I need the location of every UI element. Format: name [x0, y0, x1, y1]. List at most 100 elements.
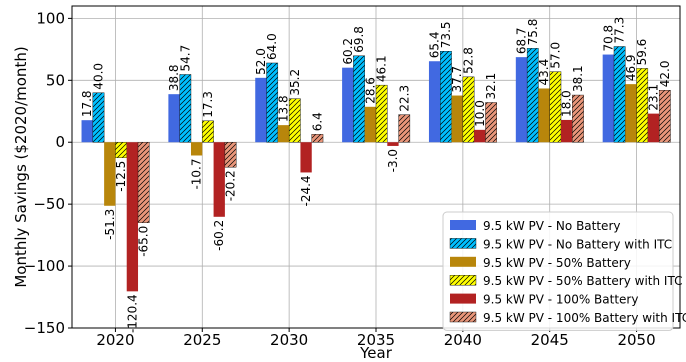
- x-tick-label: 2020: [96, 331, 134, 349]
- bars: [81, 46, 671, 292]
- bar-9-5-kw-pv-100-battery-2040: [474, 129, 486, 143]
- bar-9-5-kw-pv-50-battery-with-itc-2045: [549, 71, 562, 143]
- data-label: 38.1: [571, 65, 585, 92]
- bar-9-5-kw-pv-no-battery-with-itc-2035: [353, 55, 365, 143]
- y-tick-label: 50: [46, 71, 65, 89]
- data-label: 46.9: [624, 54, 638, 81]
- data-label: 46.1: [375, 55, 389, 82]
- data-label: -10.7: [190, 158, 204, 189]
- data-label: 52.8: [462, 47, 476, 74]
- data-label: 60.2: [341, 38, 355, 65]
- data-label: -12.5: [114, 161, 128, 192]
- bar-9-5-kw-pv-no-battery-2040: [428, 61, 441, 143]
- data-label: 57.0: [548, 42, 562, 69]
- y-axis-label: Monthly Savings ($2020/month): [12, 46, 30, 287]
- legend-label: 9.5 kW PV - 50% Battery with ITC: [483, 274, 682, 288]
- bar-9-5-kw-pv-100-battery-2035: [387, 142, 399, 146]
- data-label: 65.4: [428, 32, 442, 59]
- bar-9-5-kw-pv-100-battery-with-itc-2025: [224, 142, 237, 168]
- legend-box: [442, 211, 674, 331]
- bar-9-5-kw-pv-100-battery-with-itc-2050: [658, 90, 671, 143]
- legend-label: 9.5 kW PV - No Battery with ITC: [483, 237, 672, 251]
- bar-9-5-kw-pv-100-battery-with-itc-2035: [398, 114, 411, 143]
- data-label: 22.3: [397, 85, 411, 112]
- legend-label: 9.5 kW PV - 100% Battery with ITC: [483, 311, 686, 325]
- data-label: -24.4: [299, 175, 313, 206]
- data-label: -20.2: [224, 170, 238, 201]
- data-label: 77.3: [613, 17, 627, 44]
- legend-swatch-9-5-kw-pv-no-battery: [450, 220, 476, 230]
- y-tick-label: 0: [55, 133, 65, 151]
- x-axis-ticks: 2020 2025 2030 2035 2040 2045 2050: [96, 328, 656, 349]
- data-labels: 17.840.0 -51.3 -12.5 -120.4 -65.0 38.854.7 -10…: [80, 17, 672, 333]
- data-label: 6.4: [310, 112, 324, 131]
- y-tick-label: 100: [36, 9, 65, 27]
- data-label: 42.0: [658, 60, 672, 87]
- data-label: 75.8: [526, 19, 540, 46]
- data-label: 64.0: [265, 33, 279, 60]
- data-label: 38.8: [167, 64, 181, 91]
- data-label: 68.7: [514, 27, 528, 54]
- x-tick-label: 2035: [357, 331, 395, 349]
- x-tick-label: 2050: [617, 331, 655, 349]
- bar-9-5-kw-pv-no-battery-2020: [81, 120, 93, 143]
- y-axis-ticks: 100 50 0 −50 −100 −150: [24, 9, 72, 337]
- x-tick-label: 2045: [531, 331, 569, 349]
- legend-label: 9.5 kW PV - 100% Battery: [483, 293, 638, 307]
- data-label: 35.2: [288, 69, 302, 96]
- bar-9-5-kw-pv-no-battery-2035: [342, 67, 354, 143]
- data-label: 43.4: [537, 59, 551, 86]
- data-label: 28.6: [363, 77, 377, 104]
- bar-9-5-kw-pv-no-battery-2030: [255, 77, 267, 143]
- data-label: 52.0: [254, 48, 268, 75]
- data-label: 17.8: [80, 90, 94, 117]
- data-label: 18.0: [560, 90, 574, 117]
- data-label: 32.1: [484, 73, 498, 100]
- data-label: -3.0: [386, 149, 400, 172]
- bar-9-5-kw-pv-no-battery-2045: [515, 57, 528, 143]
- bar-9-5-kw-pv-100-battery-with-itc-2045: [572, 94, 584, 143]
- data-label: 59.6: [635, 39, 649, 66]
- bar-9-5-kw-pv-no-battery-with-itc-2030: [266, 62, 279, 143]
- bar-9-5-kw-pv-50-battery-2020: [104, 142, 116, 206]
- data-label: 10.0: [473, 100, 487, 127]
- bar-9-5-kw-pv-no-battery-with-itc-2020: [92, 92, 105, 143]
- bar-9-5-kw-pv-no-battery-2050: [602, 54, 614, 143]
- data-label: -65.0: [137, 226, 151, 257]
- legend-swatch-9-5-kw-pv-50-battery-with-itc: [449, 275, 477, 286]
- bar-9-5-kw-pv-100-battery-with-itc-2030: [311, 134, 324, 143]
- y-tick-label: −150: [24, 319, 65, 337]
- bar-9-5-kw-pv-100-battery-2045: [561, 119, 573, 143]
- data-label: 40.0: [91, 63, 105, 90]
- legend-swatch-9-5-kw-pv-100-battery-with-itc: [449, 311, 477, 323]
- x-tick-label: 2030: [270, 331, 308, 349]
- bar-9-5-kw-pv-50-battery-2040: [451, 95, 463, 143]
- bar-9-5-kw-pv-100-battery-2025: [213, 142, 225, 217]
- data-label: 73.5: [439, 21, 453, 48]
- bar-9-5-kw-pv-100-battery-2050: [647, 113, 660, 143]
- x-tick-label: 2040: [444, 331, 482, 349]
- data-label: 23.1: [647, 84, 661, 111]
- x-axis-label: Year: [359, 344, 393, 362]
- data-label: -51.3: [103, 209, 117, 240]
- data-label: 70.8: [601, 25, 615, 52]
- y-tick-label: −100: [24, 257, 65, 275]
- data-label: 17.3: [201, 91, 215, 118]
- legend-swatch-9-5-kw-pv-50-battery: [450, 256, 476, 267]
- bar-9-5-kw-pv-no-battery-with-itc-2025: [179, 74, 192, 143]
- bar-9-5-kw-pv-100-battery-2030: [300, 142, 312, 173]
- legend-label: 9.5 kW PV - 50% Battery: [483, 256, 631, 270]
- bar-9-5-kw-pv-100-battery-2020: [126, 142, 139, 292]
- bar-9-5-kw-pv-no-battery-with-itc-2045: [526, 48, 539, 143]
- bar-9-5-kw-pv-100-battery-with-itc-2040: [485, 102, 497, 143]
- legend: 9.5 kW PV - No Battery 9.5 kW PV - No Bat…: [442, 211, 686, 331]
- data-label: -60.2: [212, 220, 226, 251]
- legend-swatch-9-5-kw-pv-no-battery-with-itc: [449, 238, 477, 249]
- bar-9-5-kw-pv-50-battery-2035: [364, 106, 376, 143]
- bar-9-5-kw-pv-50-battery-with-itc-2035: [375, 84, 388, 143]
- bar-9-5-kw-pv-50-battery-with-itc-2040: [462, 76, 475, 143]
- bar-9-5-kw-pv-no-battery-2025: [168, 94, 180, 143]
- bar-9-5-kw-pv-50-battery-2025: [190, 142, 203, 156]
- data-label: 13.8: [276, 95, 290, 122]
